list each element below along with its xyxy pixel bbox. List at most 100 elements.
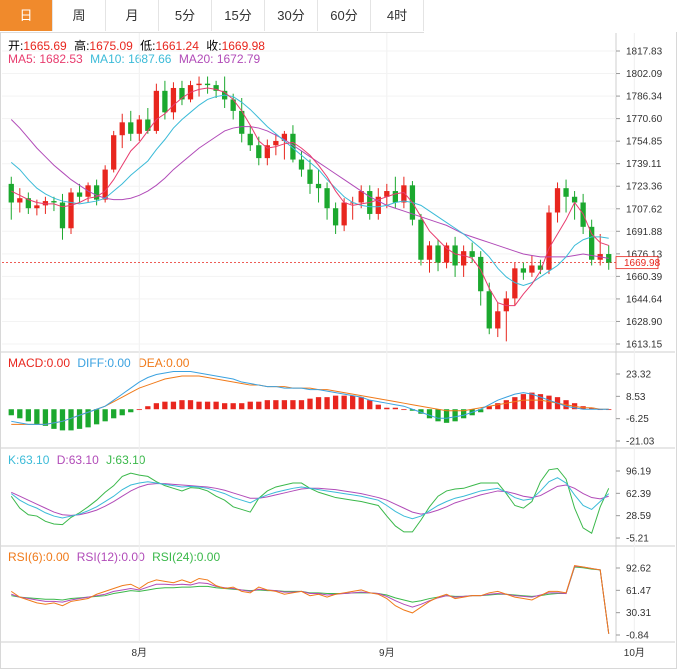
price-tick-label: 1739.11 — [626, 159, 662, 170]
kdj-tick-label: 96.19 — [626, 467, 651, 478]
candle-body — [478, 256, 484, 292]
macd-bar — [486, 406, 492, 410]
candle-body — [230, 99, 236, 111]
macd-tick-label: 8.53 — [626, 392, 646, 403]
rsi-legend: RSI(6):0.00 RSI(12):0.00 RSI(24):0.00 — [8, 550, 224, 564]
candle-body — [119, 122, 125, 136]
rsi6-legend-value: RSI(6):0.00 — [8, 550, 70, 564]
macd-bar — [315, 397, 322, 410]
price-tick-label: 1660.39 — [626, 272, 663, 283]
candle-body — [179, 87, 185, 100]
month-label: 9月 — [379, 647, 395, 659]
candle-body — [332, 208, 339, 226]
macd-bar — [85, 409, 91, 428]
macd-bar — [350, 395, 356, 410]
month-label: 10月 — [624, 647, 645, 659]
macd-legend-value: MACD:0.00 — [8, 356, 71, 370]
tab-3[interactable]: 5分 — [159, 0, 212, 31]
macd-bar — [230, 403, 236, 410]
macd-bar — [153, 403, 160, 410]
price-tick-label: 1723.36 — [626, 182, 663, 193]
kdj-legend: K:63.10 D:63.10 J:63.10 — [8, 453, 149, 467]
candle-body — [401, 185, 407, 203]
rsi12-legend-value: RSI(12):0.00 — [76, 550, 145, 564]
candle-body — [76, 192, 83, 197]
candle-body — [128, 122, 134, 134]
macd-bar — [204, 401, 211, 410]
diff-line — [11, 370, 609, 425]
candle-body — [520, 268, 527, 273]
rsi24-legend-value: RSI(24):0.00 — [152, 550, 221, 564]
price-tick-label: 1754.85 — [626, 137, 663, 148]
dea-legend-value: DEA:0.00 — [138, 356, 190, 370]
price-tick-label: 1676.13 — [626, 249, 663, 260]
price-tick-label: 1644.64 — [626, 294, 663, 305]
candle-body — [196, 83, 202, 86]
price-tick-label: 1786.34 — [626, 92, 663, 103]
macd-bar — [401, 409, 407, 411]
tab-2[interactable]: 月 — [106, 0, 159, 31]
candle-body — [392, 191, 398, 203]
candle-body — [273, 140, 279, 146]
kdj-tick-label: 62.39 — [626, 489, 651, 500]
macd-bar — [51, 409, 57, 429]
high-label: 高: — [74, 39, 90, 53]
macd-bar — [111, 409, 117, 419]
close-label: 收: — [206, 39, 222, 53]
macd-bar — [512, 397, 518, 410]
rsi6-line — [10, 565, 610, 634]
k-legend-value: K:63.10 — [8, 453, 50, 467]
open-label: 开: — [8, 39, 24, 53]
macd-bar — [196, 401, 202, 410]
macd-bar — [273, 400, 279, 410]
candle-body — [469, 251, 475, 257]
dea-line — [11, 375, 609, 425]
candle-body — [42, 201, 49, 206]
low-label: 低: — [140, 39, 156, 53]
macd-bar — [256, 401, 262, 410]
candle-body — [452, 245, 458, 266]
period-tabs: 日周月 5分 15分 30分 60分 4时 — [0, 0, 424, 33]
candle-body — [68, 192, 74, 229]
candle-body — [563, 188, 569, 197]
tab-6[interactable]: 60分 — [318, 0, 371, 31]
macd-bar — [136, 409, 142, 411]
macd-bar — [589, 407, 595, 410]
candle-body — [136, 119, 142, 134]
candle-body — [418, 219, 424, 260]
macd-bar — [460, 409, 467, 419]
tab-1[interactable]: 周 — [53, 0, 106, 31]
macd-bar — [529, 392, 535, 410]
macd-bar — [239, 403, 245, 410]
candle-body — [546, 212, 552, 270]
candle-body — [256, 145, 262, 159]
tab-5[interactable]: 30分 — [265, 0, 318, 31]
tab-0[interactable]: 日 — [0, 0, 53, 31]
candle-body — [290, 133, 296, 160]
last-price-box — [615, 256, 659, 270]
rsi-tick-label: 61.47 — [626, 586, 651, 597]
macd-bar — [42, 409, 49, 426]
macd-bar — [426, 409, 433, 419]
macd-bar — [102, 409, 108, 422]
diff-legend-value: DIFF:0.00 — [77, 356, 131, 370]
price-tick-label: 1691.88 — [626, 227, 663, 238]
macd-bar — [145, 406, 151, 410]
price-tick-label: 1628.90 — [626, 317, 663, 328]
tab-7[interactable]: 4时 — [371, 0, 424, 31]
j-legend-value: J:63.10 — [106, 453, 146, 467]
macd-bar — [546, 395, 552, 410]
candle-body — [59, 202, 66, 229]
candle-body — [51, 201, 57, 203]
candle-body — [17, 198, 23, 203]
macd-bar — [76, 409, 83, 429]
candle-body — [93, 185, 100, 200]
candle-body — [358, 191, 364, 203]
tab-4[interactable]: 15分 — [212, 0, 265, 31]
price-tick-label: 1770.60 — [626, 114, 663, 125]
last-price-label: 1669.98 — [624, 258, 661, 269]
candle-body — [247, 133, 253, 146]
macd-tick-label: -6.25 — [626, 414, 649, 425]
macd-bar — [213, 401, 219, 410]
candle-body — [529, 265, 535, 273]
